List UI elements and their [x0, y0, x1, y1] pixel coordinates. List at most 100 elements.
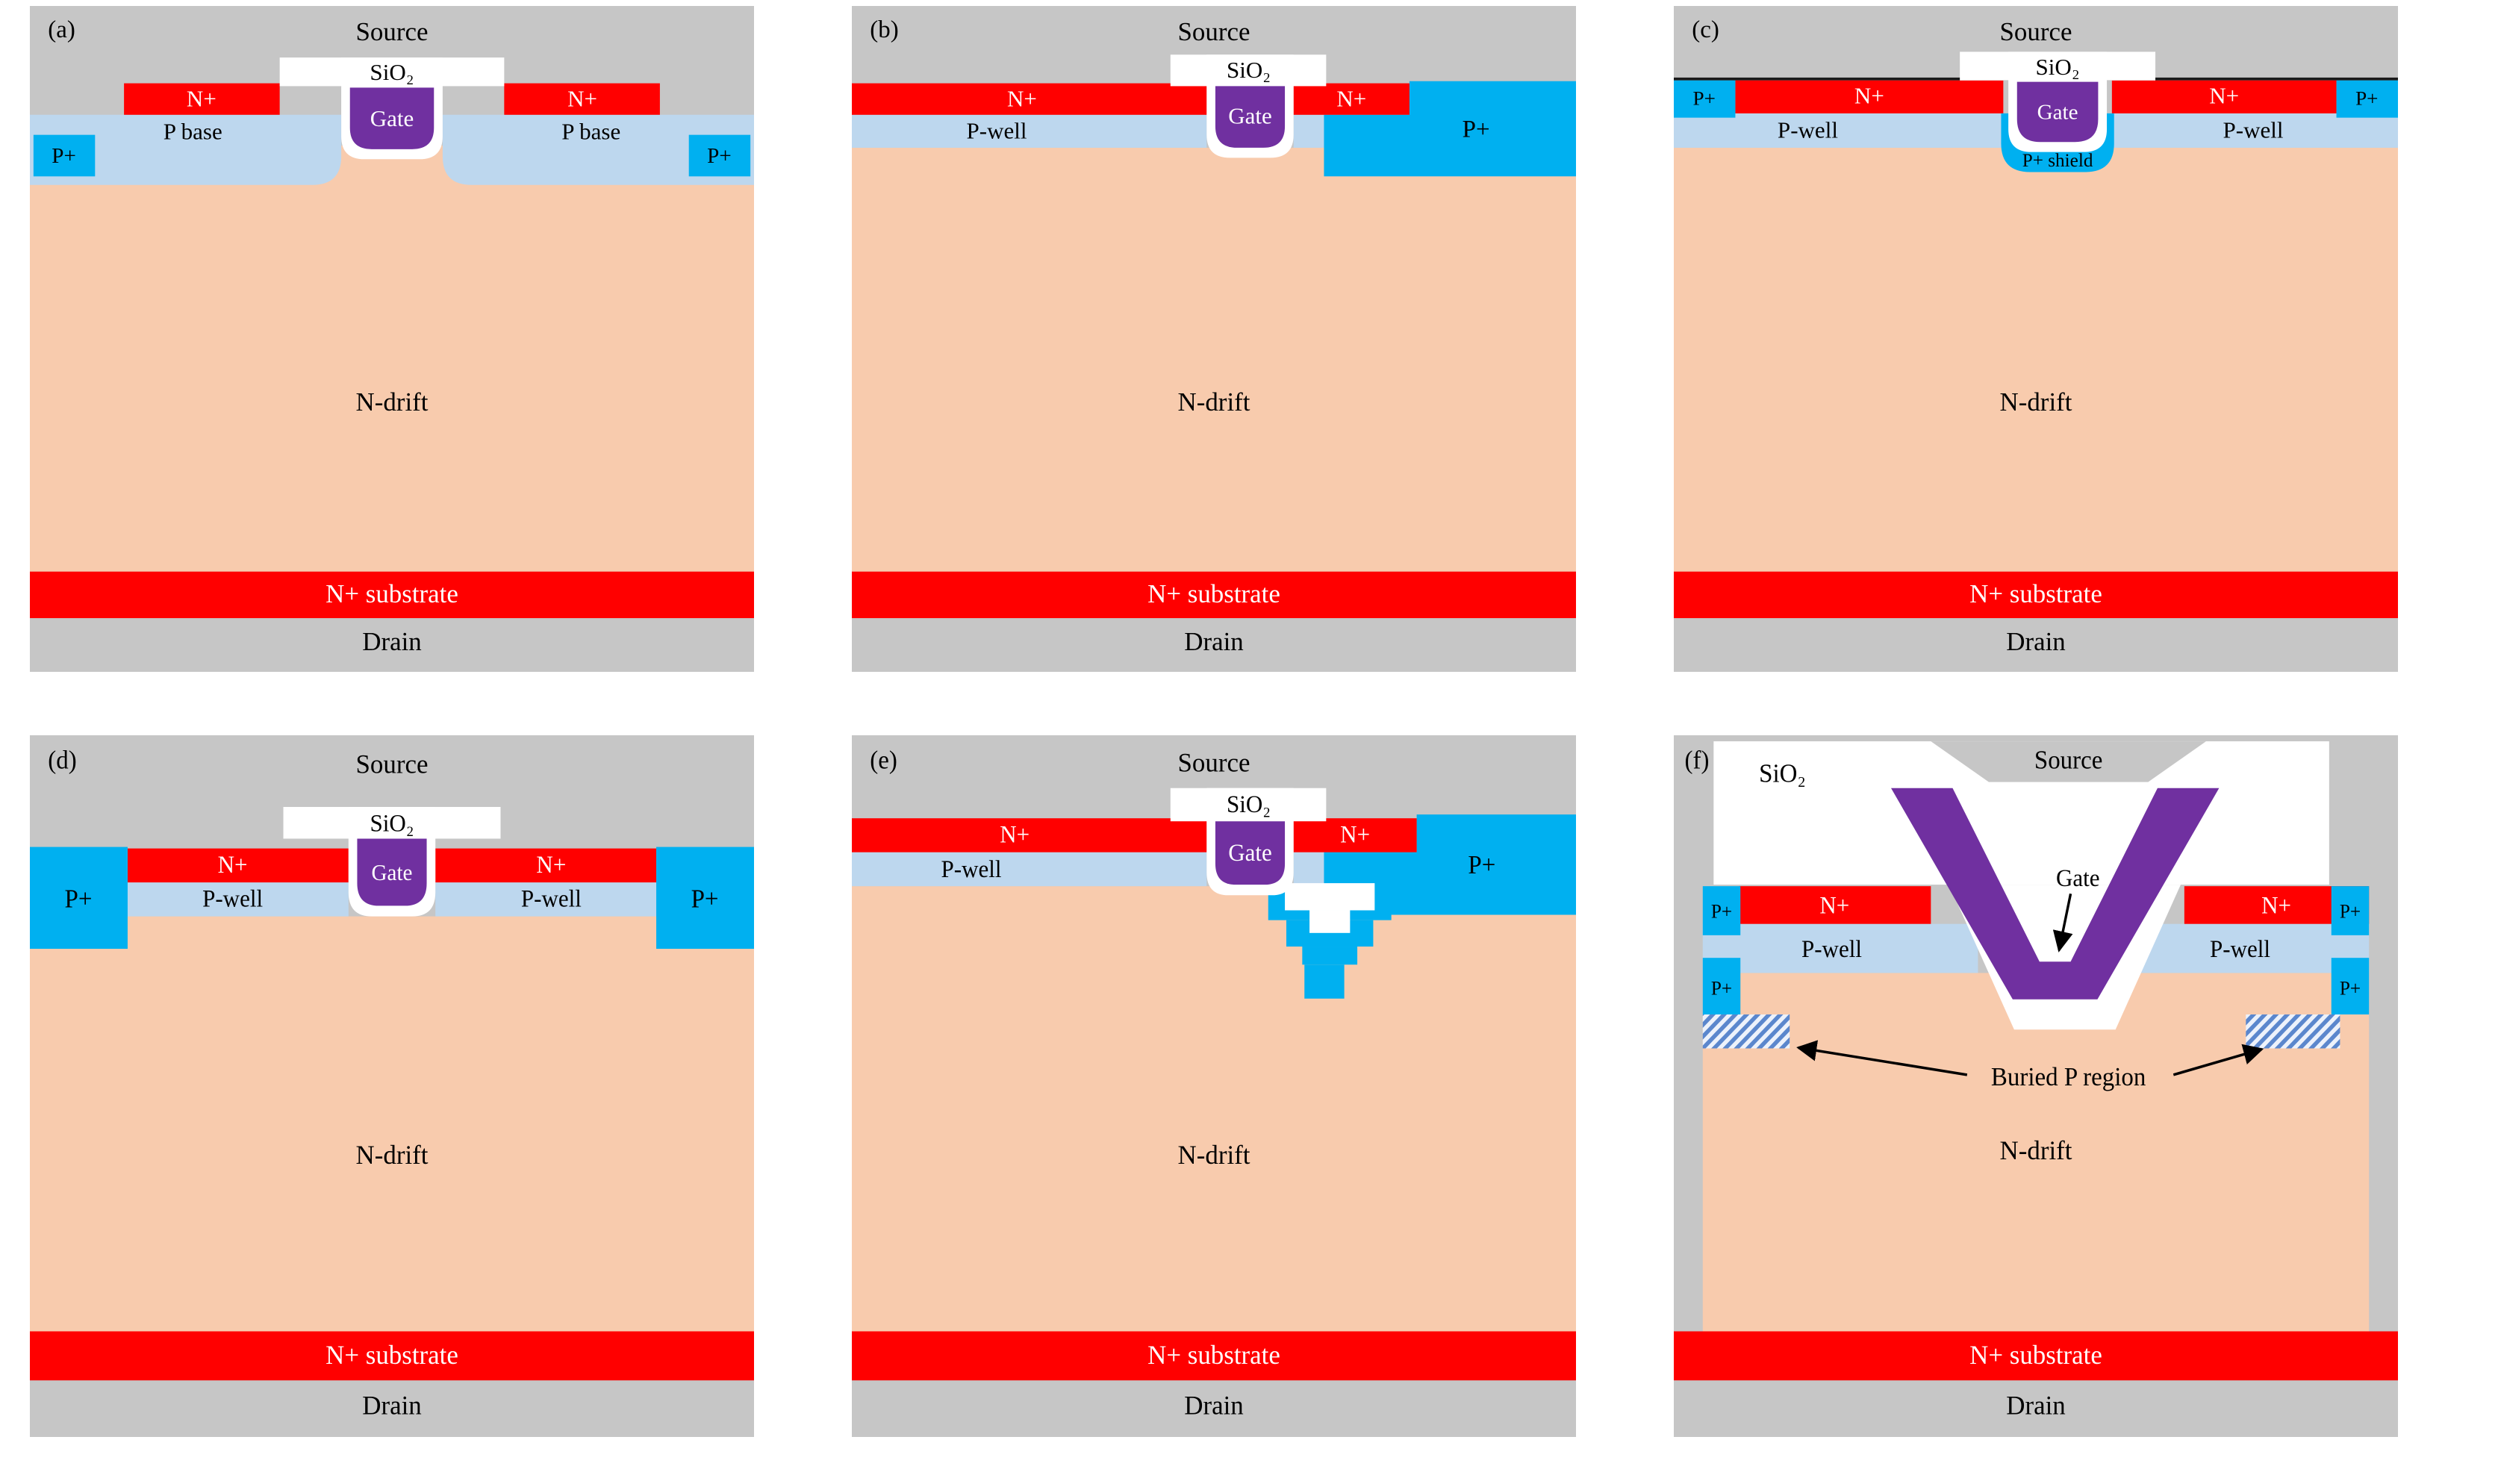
p-well-region-left [127, 882, 349, 917]
p-plus-region-top-left [1702, 886, 1741, 935]
sio2-label: SiO₂ [370, 60, 414, 85]
n-plus-region-right [435, 848, 657, 883]
gate-region [1215, 821, 1286, 885]
p-well-region-right [2111, 113, 2398, 148]
panel-tag: (d) [48, 746, 76, 775]
substrate-region [1674, 571, 2398, 619]
p-plus-label: P+ [691, 885, 719, 914]
source-label: Source [1178, 747, 1250, 778]
gate-region [2016, 81, 2099, 143]
n-drift-region [30, 146, 754, 572]
panel-f: (f) Source SiO₂ Gate N+ N+ P+ P+ P+ P+ P… [1674, 735, 2398, 1437]
panel-a: (a) Source SiO₂ Gate N+ N+ P base P base… [30, 6, 754, 672]
n-plus-label: N+ [2209, 84, 2239, 109]
p-well-label: P-well [1778, 118, 1838, 143]
p-plus-region-right [2336, 80, 2398, 118]
panel-c: (c) Source SiO₂ Gate N+ N+ P+ P+ P-well … [1674, 6, 2398, 672]
p-plus-region-bottom-left [1702, 958, 1741, 1014]
p-base-region-left [30, 114, 342, 185]
substrate-label: N+ substrate [1147, 1339, 1280, 1370]
source-label: Source [356, 17, 429, 46]
n-plus-region-right [504, 83, 660, 115]
substrate-region [30, 1331, 754, 1381]
n-plus-label: N+ [187, 86, 217, 111]
p-plus-region-left [30, 847, 128, 950]
p-well-region-right [1293, 852, 1324, 887]
n-plus-region-right [1293, 818, 1417, 852]
p-plus-label: P+ [2355, 87, 2378, 109]
source-label: Source [2034, 746, 2103, 775]
n-drift-region [852, 147, 1576, 572]
n-plus-label: N+ [536, 851, 566, 878]
n-plus-label: N+ [218, 851, 248, 878]
p-plus-label: P+ [52, 144, 76, 168]
substrate-region [852, 571, 1576, 619]
oxide-step-2 [1309, 910, 1351, 933]
p-plus-region [1324, 81, 1576, 177]
substrate-label: N+ substrate [1969, 579, 2102, 608]
buried-p-arrow-left [1796, 1040, 1968, 1076]
p-well-label: P-well [2223, 118, 2283, 143]
panel-tag: (f) [1685, 746, 1710, 775]
n-drift-label: N-drift [2000, 1135, 2072, 1165]
n-plus-region-left [1735, 80, 2004, 113]
p-well-label: P-well [2210, 936, 2270, 963]
source-label: Source [356, 749, 429, 779]
drain-label: Drain [1184, 1390, 1244, 1421]
panel-b: (b) Source SiO₂ Gate N+ N+ P-well P+ N-d… [852, 6, 1576, 672]
p-plus-label: P+ [1711, 900, 1732, 923]
n-plus-region-left [852, 818, 1207, 852]
p-well-region [852, 114, 1207, 148]
p-plus-region-right [688, 134, 751, 177]
p-well-region-left [1702, 923, 1978, 973]
p-well-label: P-well [202, 885, 263, 912]
gate-region [1891, 788, 2220, 1000]
gate-region [357, 838, 427, 906]
p-well-region-right [1293, 114, 1324, 148]
n-drift-region [852, 886, 1576, 1332]
panel-tag: (c) [1692, 16, 1719, 43]
n-plus-label: N+ [1854, 84, 1884, 109]
p-well-region-right [435, 882, 657, 917]
sio2-label: SiO₂ [2036, 54, 2080, 80]
p-well-label: P-well [1801, 936, 1862, 963]
n-drift-label: N-drift [1178, 1139, 1250, 1170]
n-plus-region-left [852, 83, 1207, 115]
source-contact-notch [1931, 741, 2206, 782]
n-plus-label: N+ [567, 86, 597, 111]
gate-region [349, 87, 434, 149]
substrate-label: N+ substrate [326, 579, 458, 608]
n-plus-label: N+ [1336, 86, 1366, 111]
p-plus-label: P+ [707, 144, 732, 168]
panel-e: (e) Source SiO₂ Gate N+ N+ P-well P+ N-d… [852, 735, 1576, 1437]
source-label: Source [1178, 17, 1250, 46]
n-plus-region-right [2111, 80, 2337, 113]
p-plus-label: P+ [1463, 116, 1490, 143]
n-plus-label: N+ [2261, 892, 2291, 919]
substrate-label: N+ substrate [1147, 579, 1280, 608]
p-plus-region-top-right [2331, 886, 2370, 935]
n-plus-label: N+ [1007, 86, 1037, 111]
p-plus-step-bottom [1304, 964, 1345, 999]
p-plus-label: P+ [1693, 87, 1716, 109]
gate-arrow [2052, 893, 2073, 953]
panel-grid: (a) Source SiO₂ Gate N+ N+ P base P base… [30, 6, 2398, 1437]
p-plus-label: P+ [65, 885, 93, 914]
n-drift-label: N-drift [2000, 387, 2072, 417]
p-well-label: P-well [941, 855, 1002, 882]
p-base-region-right [442, 114, 754, 185]
n-drift-label: N-drift [356, 1139, 429, 1170]
buried-p-region-right [2246, 1014, 2340, 1049]
p-well-label: P-well [966, 119, 1027, 144]
n-drift-label: N-drift [1178, 387, 1250, 417]
source-label: Source [2000, 17, 2072, 46]
substrate-label: N+ substrate [1969, 1339, 2102, 1370]
p-plus-label: P+ [2340, 900, 2361, 923]
p-plus-region-bottom-right [2331, 958, 2370, 1014]
gate-label: Gate [1228, 839, 1272, 866]
sio2-label: SiO₂ [370, 810, 414, 837]
p-plus-label: P+ [1711, 977, 1732, 1000]
p-base-label: P base [163, 119, 222, 145]
p-plus-step-3 [1302, 947, 1358, 965]
